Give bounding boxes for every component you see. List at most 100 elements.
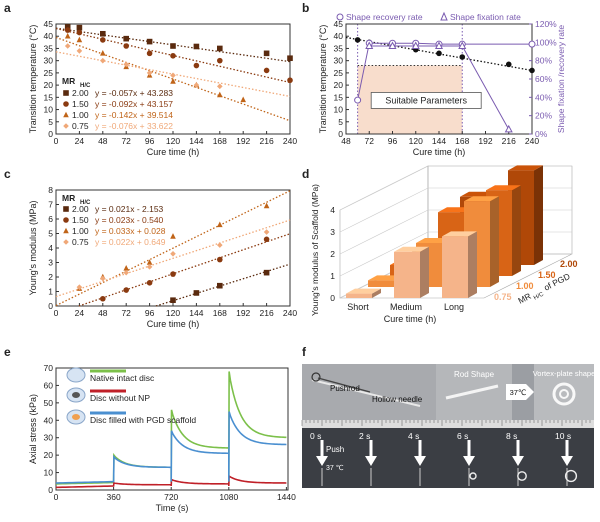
x-axis-label: Cure time (h) <box>384 314 437 324</box>
data-point <box>263 50 270 57</box>
push-arrow-head <box>561 456 573 466</box>
data-point <box>217 91 223 98</box>
y2-tick-label: 120% <box>535 19 557 29</box>
panel-label: c <box>4 167 11 181</box>
x-tick-label: 24 <box>75 136 85 146</box>
data-point <box>100 30 106 37</box>
x-axis-label: Cure time (h) <box>147 319 200 329</box>
legend-fixation: Shape fixation rate <box>450 12 521 22</box>
legend-label: Disc filled with PGD scaffold <box>90 415 196 425</box>
x-tick-label: 48 <box>98 308 108 318</box>
data-point <box>100 295 106 302</box>
x-tick-label: 240 <box>283 308 297 318</box>
legend-name: 0.75 <box>72 237 89 247</box>
legend-marker <box>63 101 69 107</box>
disc-scaffold-icon <box>72 414 80 420</box>
bar-top <box>394 246 429 252</box>
data-point <box>263 229 270 235</box>
panel-label: a <box>4 1 11 15</box>
fit-line <box>78 233 291 307</box>
fixation-point <box>434 41 444 49</box>
y-tick-label: 5 <box>48 117 53 127</box>
data-point <box>76 36 83 43</box>
panel-label: e <box>4 345 11 359</box>
legend-marker <box>336 13 344 21</box>
y-tick-label: 60 <box>44 380 54 390</box>
fixation-point <box>365 41 374 49</box>
y-axis-label: Young's modulus of Scaffold (MPa) <box>310 184 320 316</box>
vortex-label: Vortex-plate shape <box>533 369 596 378</box>
data-point <box>100 37 106 43</box>
panel-a: a0 24 48 72 96 120 144 168 192 216 240051015202530… <box>4 1 297 157</box>
vortex-shape <box>552 382 576 406</box>
data-point <box>146 259 153 265</box>
stress-curve <box>55 474 287 489</box>
legend-name: 2.00 <box>72 88 89 98</box>
recovery-point <box>354 96 362 104</box>
frame-time: 4 s <box>408 431 419 441</box>
row-label: 1.50 <box>538 270 556 280</box>
data-point <box>263 67 270 74</box>
x-tick-label: 360 <box>107 492 121 502</box>
frame-time: 8 s <box>506 431 517 441</box>
x-tick-label: 72 <box>121 308 131 318</box>
y2-tick-label: 80% <box>535 56 552 66</box>
needle-label: Hollow needle <box>372 395 423 404</box>
x-tick-label: 168 <box>455 136 469 146</box>
data-point <box>146 38 153 45</box>
annotation-box <box>370 92 482 109</box>
data-point <box>146 280 153 286</box>
y-tick-label: 2 <box>48 272 53 282</box>
fit-line <box>55 190 291 307</box>
y-tick-label: 45 <box>44 19 54 29</box>
legend-name: 0.75 <box>72 121 89 131</box>
fixation-line <box>369 45 510 130</box>
legend-title: MR <box>62 76 75 86</box>
y2-axis-label: Shape fixation /recovery rate <box>556 25 566 133</box>
fixation-point <box>458 41 467 49</box>
x-tick-label: 0 <box>54 492 59 502</box>
data-point <box>217 57 223 64</box>
x-tick-label: 216 <box>260 136 274 146</box>
y-tick-label: 20 <box>44 80 54 90</box>
y-tick-label: 0 <box>48 301 53 311</box>
x-tick-label: 0 <box>54 136 59 146</box>
data-point <box>217 45 223 52</box>
temperature-point <box>505 61 512 68</box>
x-tick-label: 96 <box>388 136 398 146</box>
temperature-point <box>354 37 361 43</box>
data-point <box>123 265 129 271</box>
y-tick-label: 40 <box>44 415 54 425</box>
bar-top <box>464 196 499 202</box>
legend-title: MR <box>62 193 75 203</box>
data-point <box>263 269 270 276</box>
panel-e: e 0 360 720 1080 1440 0 10 20 30 40 50 60 70 Time (s) A… <box>4 345 296 513</box>
data-point <box>64 43 71 49</box>
z-tick-label: 2 <box>330 249 335 259</box>
temp-label: 37 ℃ <box>326 465 344 472</box>
y-axis-label: Young's modulus (MPa) <box>28 201 38 296</box>
data-point <box>170 271 176 277</box>
x-tick-label: 0 <box>54 308 59 318</box>
data-point <box>170 297 176 303</box>
legend-marker <box>63 227 69 234</box>
fixation-point <box>388 41 397 49</box>
legend-name: 1.00 <box>72 226 89 236</box>
x-tick-label: 192 <box>236 136 250 146</box>
temperature-point <box>529 67 535 74</box>
legend-label: Disc without NP <box>90 393 150 403</box>
bar <box>442 236 468 298</box>
y-tick-label: 20 <box>44 450 54 460</box>
stress-curve <box>55 371 287 485</box>
legend-equation: y = -0.076x + 33.622 <box>95 121 173 131</box>
z-tick-label: 3 <box>330 227 335 237</box>
legend-name: 1.00 <box>72 110 89 120</box>
data-point <box>76 24 83 31</box>
x-tick-label: 1440 <box>277 492 296 502</box>
data-point <box>287 77 293 84</box>
fit-line <box>55 27 291 63</box>
data-point <box>146 70 153 76</box>
bar <box>394 251 420 298</box>
fit-line <box>55 36 291 122</box>
